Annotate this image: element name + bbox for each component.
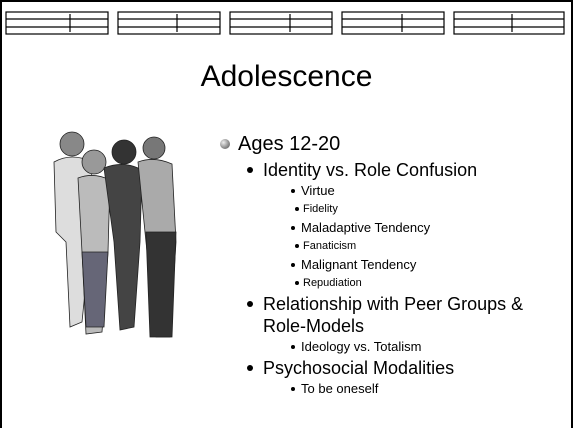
bullet-marker bbox=[291, 345, 295, 349]
bullet-item: Relationship with Peer Groups & Role-Mod… bbox=[238, 293, 568, 337]
bullet-text: Repudiation bbox=[303, 277, 362, 289]
bullet-marker bbox=[247, 301, 253, 307]
bullet-item: Fidelity bbox=[293, 200, 568, 218]
sub-list: To be oneself bbox=[263, 379, 568, 398]
bullet-text: Ages 12-20 bbox=[238, 133, 340, 155]
bullet-text: Virtue bbox=[301, 183, 335, 198]
bullet-item: Identity vs. Role Confusion bbox=[238, 159, 568, 181]
bullet-item: Repudiation bbox=[293, 274, 568, 292]
bullet-text: Fanaticism bbox=[303, 240, 356, 252]
sub-list: Ideology vs. Totalism bbox=[263, 337, 568, 356]
sub-list: Fanaticism bbox=[277, 237, 568, 255]
bullet-marker bbox=[291, 387, 295, 391]
sub-list: Virtue Fidelity Maladaptive Tendency Fanati… bbox=[263, 181, 568, 292]
bullet-text: Malignant Tendency bbox=[301, 257, 416, 272]
bullet-marker bbox=[291, 189, 295, 193]
bullet-text: To be oneself bbox=[301, 381, 378, 396]
bullet-marker bbox=[220, 139, 230, 149]
header-decoration bbox=[2, 2, 571, 42]
bullet-text: Maladaptive Tendency bbox=[301, 220, 430, 235]
sub-list: Fidelity bbox=[277, 200, 568, 218]
slide-title: Adolescence bbox=[2, 60, 571, 94]
bullet-marker bbox=[247, 167, 253, 173]
bullet-item: Maladaptive Tendency bbox=[287, 218, 568, 237]
bullet-item: To be oneself bbox=[287, 379, 568, 398]
bullet-text: Fidelity bbox=[303, 203, 338, 215]
bullet-text: Relationship with Peer Groups & Role-Mod… bbox=[263, 294, 523, 336]
bullet-item: Ideology vs. Totalism bbox=[287, 337, 568, 356]
sub-list: Identity vs. Role Confusion Virtue Fidelit… bbox=[238, 159, 568, 398]
bullet-marker bbox=[291, 226, 295, 230]
bullet-text: Psychosocial Modalities bbox=[263, 358, 454, 378]
bullet-item: Malignant Tendency bbox=[287, 255, 568, 274]
bullet-item: Virtue bbox=[287, 181, 568, 200]
sub-list: Repudiation bbox=[277, 274, 568, 292]
bullet-text: Identity vs. Role Confusion bbox=[263, 160, 477, 180]
bullet-item: Ages 12-20 bbox=[218, 130, 568, 158]
bullet-marker bbox=[295, 281, 299, 285]
bullet-marker bbox=[295, 244, 299, 248]
group-photo bbox=[42, 122, 192, 352]
bullet-text: Ideology vs. Totalism bbox=[301, 339, 421, 354]
bullet-marker bbox=[295, 207, 299, 211]
bullet-item: Psychosocial Modalities bbox=[238, 357, 568, 379]
bullet-marker bbox=[247, 365, 253, 371]
slide: Adolescence Ages 12-20 Identity vs. Role … bbox=[0, 0, 573, 428]
bullet-marker bbox=[291, 263, 295, 267]
bullet-item: Fanaticism bbox=[293, 237, 568, 255]
